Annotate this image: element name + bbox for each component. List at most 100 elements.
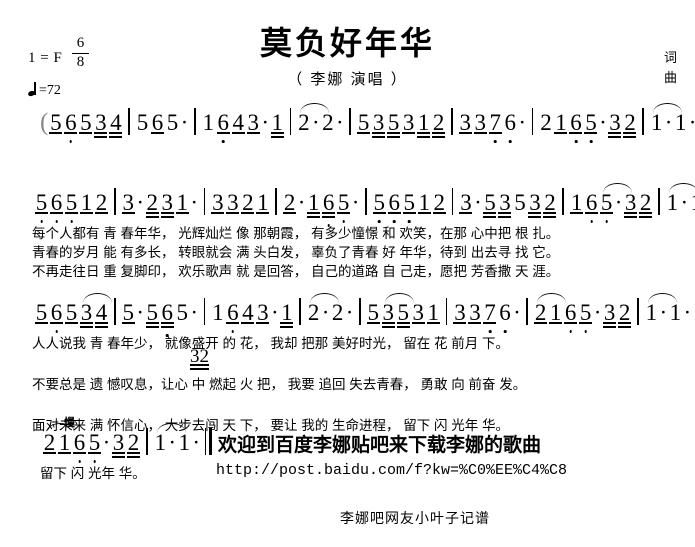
note-digit: 2: [540, 110, 552, 135]
augmentation-dot: ·: [659, 300, 668, 325]
note: 6: [497, 300, 512, 333]
note-digit: 5: [373, 190, 386, 215]
note-digit: 5: [514, 190, 526, 215]
beam: [624, 216, 638, 218]
note-row: 5 6 5 3 4 5 · 5 6 5 · 1 6 4 3 · 1 2 · 2 · 5 3 5 3 1 3 3 7 6 · 2 1 6 5 · 3 2 1 ·…: [0, 293, 695, 337]
note: 6: [49, 300, 64, 333]
note-digit: 5: [146, 300, 158, 325]
note: 2: [240, 190, 255, 216]
note-digit: 3: [529, 190, 541, 215]
note: 2: [94, 190, 109, 216]
tie-slur: [647, 293, 677, 303]
note-digit: 6: [585, 190, 598, 215]
octave-dot-low: [70, 220, 73, 223]
tie-slur: [310, 293, 340, 303]
note-digit: 1: [80, 190, 93, 215]
beam: [145, 216, 159, 218]
note: 3: [458, 110, 473, 136]
beam: [95, 212, 108, 214]
beam: [579, 322, 593, 324]
beam: [322, 216, 336, 218]
note-digit: 2: [283, 190, 296, 215]
note-digit: 1: [176, 190, 188, 215]
note: 3: [79, 293, 112, 328]
note: 2: [638, 190, 653, 218]
beam: [160, 326, 174, 328]
octave-dot-low: [503, 330, 507, 333]
note-digit: 2: [331, 300, 344, 325]
note-digit: 3: [257, 300, 269, 325]
beam: [564, 322, 578, 324]
note: 1: [417, 190, 432, 216]
note: 6: [503, 110, 518, 143]
note-digit: 6: [499, 300, 511, 325]
note: 4: [94, 300, 109, 328]
note: 5: [135, 110, 150, 136]
note-digit: 5: [484, 190, 496, 215]
note-digit: 3: [402, 110, 415, 135]
beam: [283, 212, 297, 214]
octave-dot-low: [488, 330, 492, 333]
augmentation-dot: ·: [168, 430, 177, 455]
beam: [280, 322, 294, 324]
augmentation-dot: ·: [345, 300, 354, 325]
beam: [543, 216, 557, 218]
beam: [145, 322, 159, 324]
note-digit: 2: [618, 300, 631, 325]
beam: [528, 212, 542, 214]
barline: [194, 108, 196, 135]
augmentation-dot: ·: [321, 300, 330, 325]
beam: [396, 326, 410, 328]
beam: [554, 132, 568, 134]
octave-dot-low: [574, 140, 578, 143]
note: 1: [153, 423, 186, 456]
note-digit: 4: [232, 110, 244, 135]
note: 5: [396, 300, 411, 328]
beam: [50, 212, 63, 214]
beam: [127, 452, 140, 454]
beam: [307, 212, 321, 214]
beam: [112, 456, 125, 458]
note: 3: [623, 190, 638, 218]
octave-dot-low: [342, 220, 345, 223]
promo-url[interactable]: http://post.baidu.com/f?kw=%C0%EE%C4%C8: [216, 462, 568, 479]
note-digit: 5: [80, 110, 92, 135]
note: 2: [330, 300, 345, 326]
beam: [623, 132, 637, 134]
beam: [79, 132, 93, 134]
parenthesis: (: [40, 109, 49, 136]
beam: [483, 322, 497, 324]
tie-slur: [653, 103, 683, 113]
note: 3: [160, 190, 175, 218]
note-digit: 6: [388, 190, 401, 215]
octave-dot-low: [231, 330, 235, 333]
tie-slur: [46, 423, 75, 433]
note: 2: [282, 190, 297, 216]
augmentation-dot: ·: [136, 190, 145, 215]
octave-dot-low: [69, 140, 73, 143]
beam: [246, 132, 260, 134]
note: 3: [225, 190, 240, 216]
beam: [498, 216, 512, 218]
note-digit: 3: [372, 110, 385, 135]
note-digit: 3: [382, 300, 395, 325]
beam: [432, 136, 446, 138]
note-digit: 5: [176, 300, 188, 325]
beam: [322, 212, 336, 214]
note: 5: [34, 300, 49, 326]
note: 5: [366, 300, 381, 326]
tempo-marking: =72: [27, 82, 61, 99]
note-digit: 2: [307, 300, 320, 325]
augmentation-dot: ·: [518, 110, 527, 135]
note: 6: [160, 300, 175, 337]
note: 3: [411, 300, 426, 326]
note-digit: 1: [417, 110, 430, 135]
note-digit: 2: [639, 190, 652, 215]
augmentation-dot: ·: [351, 190, 360, 215]
beam: [357, 132, 371, 134]
note: 5: [34, 190, 49, 223]
octave-dot-low: [377, 220, 381, 223]
note: 1: [177, 430, 192, 456]
beam: [459, 212, 473, 214]
staff-system-coda: 2 1 6 5 · 3 2 1 · 1 · 慢留下 闪 光年 华。: [0, 417, 695, 481]
